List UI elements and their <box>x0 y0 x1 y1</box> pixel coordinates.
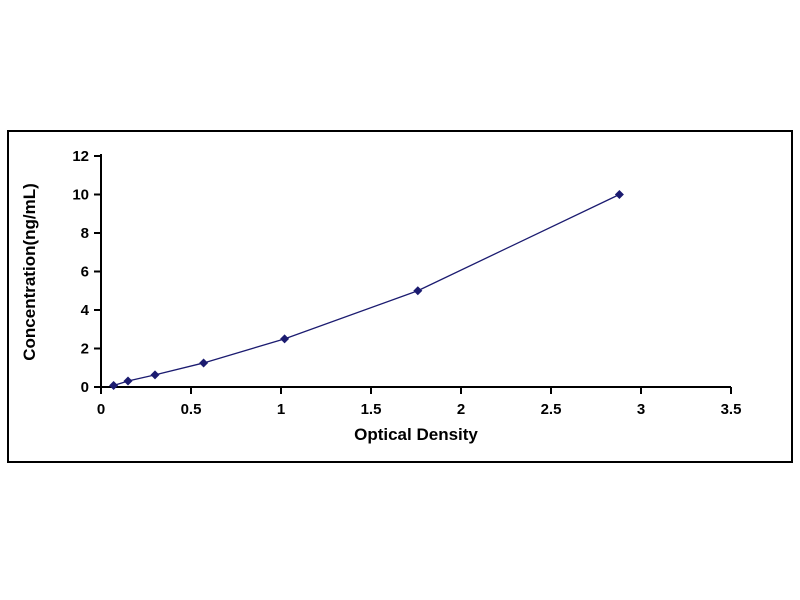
x-tick-label: 2 <box>457 401 465 418</box>
x-axis-title: Optical Density <box>354 425 478 444</box>
y-tick-label: 10 <box>72 187 89 204</box>
x-tick-label: 3.5 <box>721 401 742 418</box>
data-point-marker <box>280 334 290 344</box>
y-tick-label: 6 <box>81 264 89 281</box>
y-tick-label: 8 <box>81 225 89 242</box>
plot-area: 0 0.5 1 1.5 2 2.5 3 3.5 0 2 4 6 8 10 12 <box>72 148 741 418</box>
x-tick-label: 3 <box>637 401 645 418</box>
standard-curve-plot: Concentration(ng/mL) Optical Density 0 0.… <box>20 148 741 444</box>
data-point-marker <box>150 370 160 380</box>
standard-curve-line <box>113 193 620 387</box>
x-tick-label: 1.5 <box>361 401 382 418</box>
x-tick-label: 0.5 <box>181 401 202 418</box>
data-point-marker <box>109 380 119 390</box>
elisa-standard-curve-figure: Concentration(ng/mL) Optical Density 0 0.… <box>7 130 793 463</box>
y-tick-label: 0 <box>81 379 89 396</box>
y-tick-label: 12 <box>72 148 89 165</box>
x-tick-label: 0 <box>97 401 105 418</box>
data-point-marker <box>614 190 624 199</box>
x-tick-label: 1 <box>277 401 285 418</box>
y-tick-label: 2 <box>81 341 89 358</box>
y-axis-title: Concentration(ng/mL) <box>20 183 39 361</box>
data-point-marker <box>123 376 133 386</box>
y-tick-label: 4 <box>81 302 90 319</box>
data-point-marker <box>199 358 209 368</box>
data-point-marker <box>413 286 423 296</box>
x-tick-label: 2.5 <box>541 401 562 418</box>
